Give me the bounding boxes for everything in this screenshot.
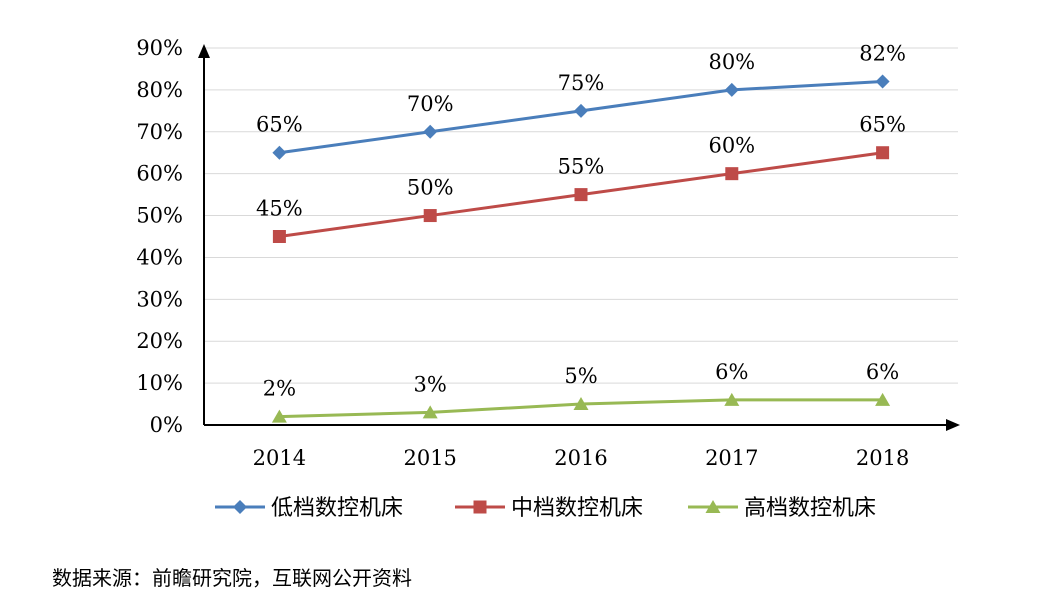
data-point bbox=[423, 124, 438, 139]
data-label: 60% bbox=[708, 134, 755, 158]
data-point bbox=[875, 74, 890, 89]
data-point bbox=[574, 188, 588, 202]
data-label: 50% bbox=[407, 176, 454, 200]
data-point bbox=[875, 392, 891, 406]
data-label: 5% bbox=[564, 364, 597, 388]
data-label: 82% bbox=[859, 42, 906, 66]
data-label: 6% bbox=[715, 360, 748, 384]
y-tick-label: 30% bbox=[136, 287, 183, 311]
y-tick-label: 60% bbox=[136, 162, 183, 186]
axes bbox=[198, 44, 960, 431]
legend-item-3: 高档数控机床 bbox=[688, 496, 876, 521]
data-label: 3% bbox=[414, 372, 447, 396]
data-point bbox=[271, 409, 287, 423]
data-label: 80% bbox=[708, 50, 755, 74]
data-label: 65% bbox=[859, 113, 906, 137]
legend-marker-icon bbox=[705, 500, 721, 513]
y-axis-ticks: 0% 10% 20% 30% 40% 50% 60% 70% 80% 90% bbox=[136, 36, 183, 437]
legend: 低档数控机床 中档数控机床 高档数控机床 bbox=[215, 496, 876, 521]
legend-item-2: 中档数控机床 bbox=[455, 496, 643, 521]
legend-label: 高档数控机床 bbox=[744, 496, 876, 521]
data-point bbox=[423, 209, 437, 223]
data-point bbox=[422, 405, 438, 419]
data-label: 65% bbox=[256, 113, 303, 137]
data-point bbox=[574, 103, 588, 118]
x-tick-label: 2015 bbox=[403, 446, 456, 470]
data-label: 45% bbox=[256, 197, 303, 221]
series-2: 45% 50% 55% 60% 65% bbox=[256, 113, 906, 243]
line-chart: 0%10%20%30%40%50%60%70%80%90% 2014 2015 20… bbox=[136, 36, 960, 521]
y-tick-label: 40% bbox=[136, 245, 183, 269]
y-axis-arrow-icon bbox=[198, 44, 210, 58]
data-point bbox=[272, 230, 286, 243]
series-1: 65% 70% 75% 80% 82% bbox=[256, 42, 906, 160]
legend-item-1: 低档数控机床 bbox=[215, 496, 403, 521]
x-tick-label: 2016 bbox=[554, 446, 607, 470]
data-label: 2% bbox=[263, 377, 296, 401]
source-note: 数据来源：前瞻研究院，互联网公开资料 bbox=[52, 566, 412, 590]
data-label: 6% bbox=[866, 360, 899, 384]
x-tick-label: 2017 bbox=[705, 446, 758, 470]
y-tick-label: 50% bbox=[136, 204, 183, 228]
y-tick-label: 80% bbox=[136, 78, 183, 102]
legend-label: 中档数控机床 bbox=[511, 496, 643, 521]
y-tick-label: 90% bbox=[136, 36, 183, 60]
data-point bbox=[725, 167, 739, 181]
data-point bbox=[724, 392, 740, 406]
data-label: 75% bbox=[558, 71, 605, 95]
y-tick-label: 20% bbox=[136, 329, 183, 353]
x-axis-ticks: 2014 2015 2016 2017 2018 bbox=[253, 446, 910, 470]
series-group: 65% 70% 75% 80% 82% 45% 50% 55% 60% 65% 2% 3% 5% 6% 6% bbox=[256, 42, 906, 423]
x-axis-arrow-icon bbox=[946, 419, 960, 431]
gridlines bbox=[204, 47, 958, 384]
data-point bbox=[724, 82, 739, 97]
data-label: 70% bbox=[407, 92, 454, 116]
x-tick-label: 2014 bbox=[253, 446, 306, 470]
data-label: 55% bbox=[558, 155, 605, 179]
x-tick-label: 2018 bbox=[856, 446, 909, 470]
legend-marker-icon bbox=[473, 500, 487, 514]
data-point bbox=[573, 397, 589, 411]
legend-label: 低档数控机床 bbox=[271, 496, 403, 521]
y-tick-label: 70% bbox=[136, 120, 183, 144]
data-point bbox=[876, 146, 890, 160]
series-3: 2% 3% 5% 6% 6% bbox=[263, 360, 899, 423]
y-tick-label: 0% bbox=[150, 413, 183, 437]
data-point bbox=[272, 145, 287, 160]
y-tick-label: 10% bbox=[136, 371, 183, 395]
legend-marker-icon bbox=[233, 500, 247, 514]
